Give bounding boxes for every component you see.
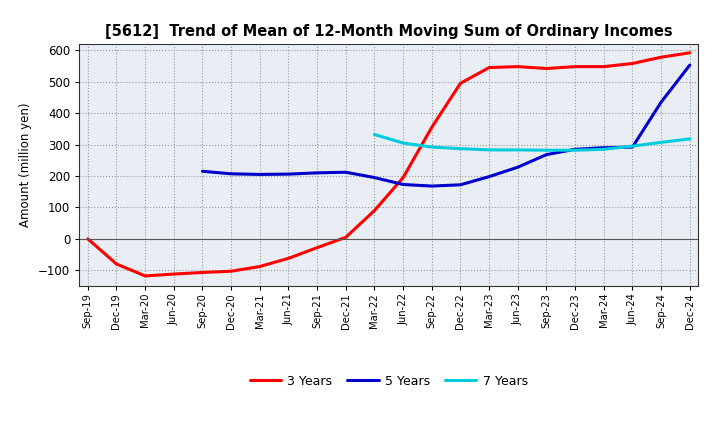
5 Years bbox=[485, 174, 493, 179]
5 Years bbox=[198, 169, 207, 174]
3 Years bbox=[428, 125, 436, 130]
3 Years bbox=[112, 261, 121, 267]
3 Years bbox=[256, 264, 264, 269]
5 Years bbox=[399, 182, 408, 187]
3 Years bbox=[542, 66, 551, 71]
3 Years bbox=[485, 65, 493, 70]
5 Years bbox=[456, 182, 465, 187]
5 Years bbox=[600, 145, 608, 150]
3 Years bbox=[341, 235, 350, 240]
5 Years bbox=[542, 152, 551, 157]
3 Years bbox=[370, 208, 379, 213]
3 Years bbox=[657, 55, 665, 60]
3 Years bbox=[312, 245, 321, 250]
5 Years bbox=[513, 165, 522, 170]
7 Years bbox=[513, 147, 522, 153]
Title: [5612]  Trend of Mean of 12-Month Moving Sum of Ordinary Incomes: [5612] Trend of Mean of 12-Month Moving … bbox=[105, 24, 672, 39]
Legend: 3 Years, 5 Years, 7 Years: 3 Years, 5 Years, 7 Years bbox=[245, 370, 533, 392]
5 Years bbox=[370, 175, 379, 180]
7 Years bbox=[428, 144, 436, 150]
5 Years bbox=[685, 62, 694, 68]
3 Years bbox=[284, 256, 293, 261]
3 Years bbox=[628, 61, 636, 66]
Line: 7 Years: 7 Years bbox=[374, 135, 690, 150]
7 Years bbox=[370, 132, 379, 137]
7 Years bbox=[628, 143, 636, 149]
5 Years bbox=[571, 147, 580, 152]
Line: 3 Years: 3 Years bbox=[88, 53, 690, 276]
3 Years bbox=[456, 81, 465, 86]
7 Years bbox=[571, 147, 580, 153]
5 Years bbox=[341, 169, 350, 175]
3 Years bbox=[84, 236, 92, 242]
3 Years bbox=[685, 50, 694, 55]
3 Years bbox=[399, 175, 408, 180]
7 Years bbox=[600, 147, 608, 152]
7 Years bbox=[456, 146, 465, 151]
3 Years bbox=[198, 270, 207, 275]
5 Years bbox=[628, 144, 636, 150]
3 Years bbox=[600, 64, 608, 69]
5 Years bbox=[227, 171, 235, 176]
5 Years bbox=[284, 172, 293, 177]
7 Years bbox=[685, 136, 694, 142]
3 Years bbox=[227, 268, 235, 274]
7 Years bbox=[399, 140, 408, 146]
3 Years bbox=[571, 64, 580, 69]
5 Years bbox=[657, 99, 665, 105]
Line: 5 Years: 5 Years bbox=[202, 65, 690, 186]
7 Years bbox=[657, 140, 665, 145]
7 Years bbox=[485, 147, 493, 153]
3 Years bbox=[513, 64, 522, 69]
3 Years bbox=[169, 271, 178, 277]
5 Years bbox=[256, 172, 264, 177]
Y-axis label: Amount (million yen): Amount (million yen) bbox=[19, 103, 32, 227]
7 Years bbox=[542, 147, 551, 153]
3 Years bbox=[141, 273, 150, 279]
5 Years bbox=[428, 183, 436, 189]
5 Years bbox=[312, 170, 321, 176]
